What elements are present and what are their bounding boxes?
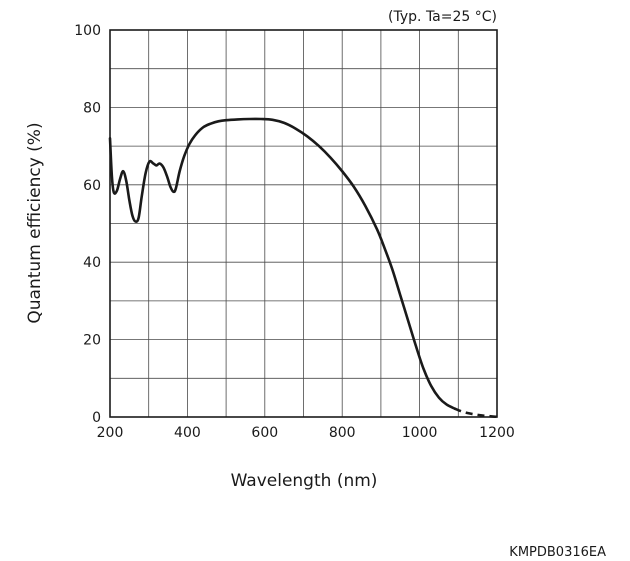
x-tick-label: 600	[251, 425, 278, 441]
y-tick-label: 20	[83, 333, 101, 349]
y-tick-label: 40	[83, 255, 101, 271]
qe-curve-dashed-extension	[453, 407, 498, 419]
grid	[110, 30, 497, 417]
y-tick-label: 100	[74, 23, 101, 39]
y-tick-label: 60	[83, 178, 101, 194]
y-axis-ticks: 0 20 40 60 80 100	[74, 23, 101, 426]
figure-code: KMPDB0316EA	[509, 545, 606, 560]
x-axis-ticks: 200 400 600 800 1000 1200	[97, 425, 515, 441]
x-tick-label: 400	[174, 425, 201, 441]
y-axis-label: Quantum efficiency (%)	[25, 122, 45, 323]
x-axis-label: Wavelength (nm)	[231, 471, 378, 491]
x-tick-label: 800	[329, 425, 356, 441]
plot-frame	[109, 29, 498, 418]
y-tick-label: 80	[83, 100, 101, 116]
x-tick-label: 1000	[402, 425, 438, 441]
x-tick-label: 200	[97, 425, 124, 441]
y-tick-label: 0	[92, 410, 101, 426]
x-tick-label: 1200	[479, 425, 515, 441]
qe-curve	[108, 117, 456, 410]
condition-note: (Typ. Ta=25 °C)	[388, 9, 497, 25]
